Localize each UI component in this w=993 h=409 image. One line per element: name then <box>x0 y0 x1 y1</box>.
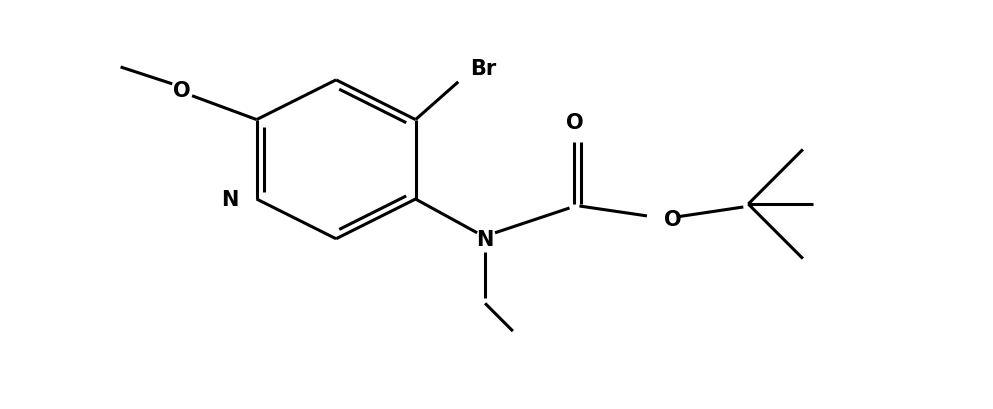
Text: O: O <box>664 209 681 229</box>
Text: Br: Br <box>470 59 496 79</box>
Text: O: O <box>566 113 583 133</box>
Text: N: N <box>221 189 238 209</box>
Text: O: O <box>174 81 191 101</box>
Text: N: N <box>477 229 494 249</box>
